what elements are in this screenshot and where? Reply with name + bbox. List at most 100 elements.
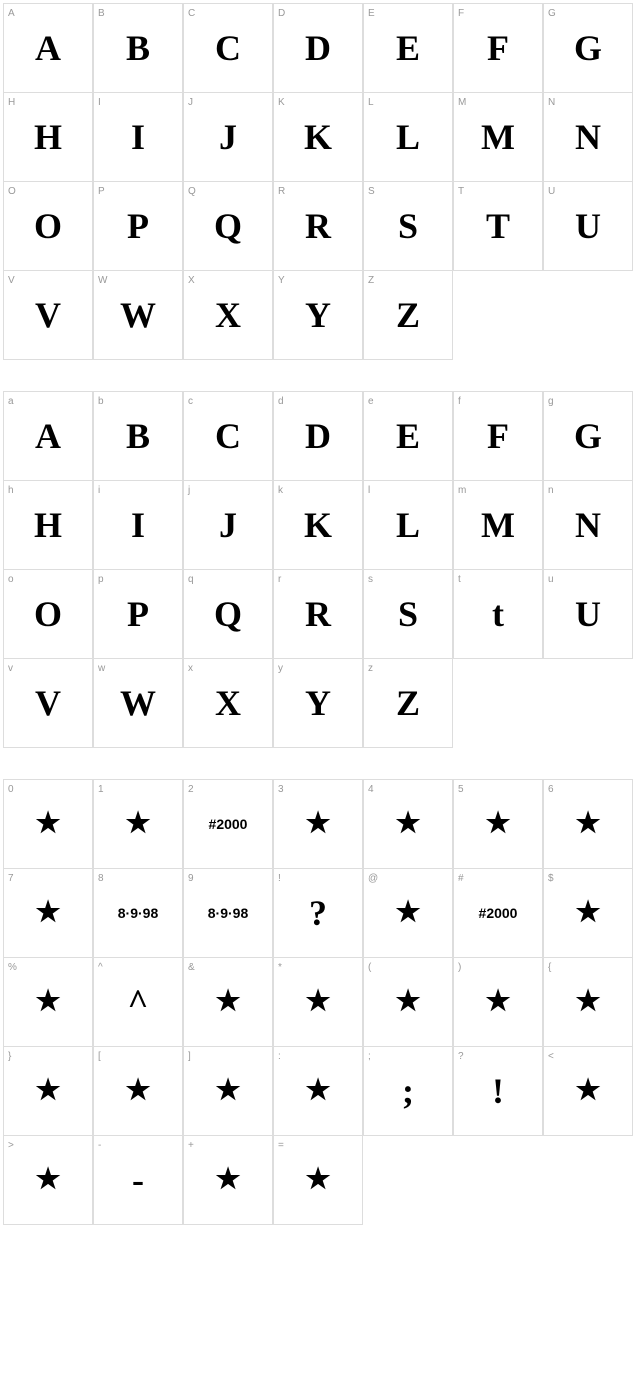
glyph-display: C bbox=[215, 418, 241, 454]
glyph-cell: >★ bbox=[3, 1135, 93, 1225]
glyph-display: ? bbox=[309, 895, 327, 931]
glyph-display: ★ bbox=[35, 1166, 60, 1194]
glyph-display: ★ bbox=[305, 988, 330, 1016]
glyph-cell: gG bbox=[543, 391, 633, 481]
glyph-cell: # #2000 bbox=[453, 868, 543, 958]
glyph-cell: <★ bbox=[543, 1046, 633, 1136]
glyph-display: #2000 bbox=[479, 906, 518, 920]
glyph-cell: uU bbox=[543, 569, 633, 659]
cell-label: g bbox=[548, 396, 554, 407]
glyph-cell: zZ bbox=[363, 658, 453, 748]
glyph-display: V bbox=[35, 685, 61, 721]
glyph-display: ★ bbox=[485, 988, 510, 1016]
glyph-cell: }★ bbox=[3, 1046, 93, 1136]
glyph-cell: eE bbox=[363, 391, 453, 481]
glyph-display: N bbox=[575, 507, 601, 543]
glyph-display: E bbox=[396, 418, 420, 454]
cell-label: C bbox=[188, 8, 195, 19]
glyph-display: M bbox=[481, 507, 515, 543]
glyph-cell: KK bbox=[273, 92, 363, 182]
cell-label: - bbox=[98, 1140, 101, 1151]
glyph-cell: ?! bbox=[453, 1046, 543, 1136]
glyph-display: ★ bbox=[35, 899, 60, 927]
glyph-cell: FF bbox=[453, 3, 543, 93]
glyph-cell: 6★ bbox=[543, 779, 633, 869]
cell-label: < bbox=[548, 1051, 554, 1062]
cell-label: k bbox=[278, 485, 283, 496]
glyph-display: ★ bbox=[395, 810, 420, 838]
glyph-display: W bbox=[120, 297, 156, 333]
cell-label: m bbox=[458, 485, 466, 496]
glyph-display: P bbox=[127, 208, 149, 244]
glyph-cell: ]★ bbox=[183, 1046, 273, 1136]
cell-label: 4 bbox=[368, 784, 374, 795]
glyph-display: D bbox=[305, 30, 331, 66]
cell-label: 3 bbox=[278, 784, 284, 795]
glyph-cell: iI bbox=[93, 480, 183, 570]
cell-label: 9 bbox=[188, 873, 194, 884]
glyph-display: 8·9·98 bbox=[118, 906, 158, 920]
cell-label: r bbox=[278, 574, 281, 585]
glyph-cell: NN bbox=[543, 92, 633, 182]
cell-label: L bbox=[368, 97, 374, 108]
cell-label: A bbox=[8, 8, 15, 19]
glyph-display: ★ bbox=[35, 810, 60, 838]
glyph-cell: VV bbox=[3, 270, 93, 360]
cell-label: 8 bbox=[98, 873, 104, 884]
glyph-display: X bbox=[215, 685, 241, 721]
glyph-display: ★ bbox=[395, 899, 420, 927]
glyph-cell: *★ bbox=[273, 957, 363, 1047]
glyph-cell: =★ bbox=[273, 1135, 363, 1225]
cell-label: Q bbox=[188, 186, 196, 197]
glyph-cell: oO bbox=[3, 569, 93, 659]
glyph-cell: ZZ bbox=[363, 270, 453, 360]
cell-label: ( bbox=[368, 962, 371, 973]
glyph-display: t bbox=[492, 596, 504, 632]
cell-label: ^ bbox=[98, 962, 103, 973]
cell-label: O bbox=[8, 186, 16, 197]
cell-label: # bbox=[458, 873, 464, 884]
cell-label: x bbox=[188, 663, 193, 674]
cell-label: z bbox=[368, 663, 373, 674]
cell-label: M bbox=[458, 97, 466, 108]
glyph-cell: mM bbox=[453, 480, 543, 570]
glyph-display: ^ bbox=[128, 984, 149, 1020]
glyph-display: G bbox=[574, 30, 602, 66]
glyph-display: H bbox=[34, 507, 62, 543]
cell-label: D bbox=[278, 8, 285, 19]
cell-label: j bbox=[188, 485, 190, 496]
glyph-cell: lL bbox=[363, 480, 453, 570]
glyph-cell: [★ bbox=[93, 1046, 183, 1136]
glyph-display: K bbox=[304, 119, 332, 155]
glyph-cell: MM bbox=[453, 92, 543, 182]
cell-label: ? bbox=[458, 1051, 464, 1062]
glyph-cell: TT bbox=[453, 181, 543, 271]
glyph-display: J bbox=[219, 119, 237, 155]
glyph-display: G bbox=[574, 418, 602, 454]
glyph-display: F bbox=[487, 418, 509, 454]
cell-label: 5 bbox=[458, 784, 464, 795]
glyph-cell: GG bbox=[543, 3, 633, 93]
cell-label: u bbox=[548, 574, 554, 585]
glyph-display: X bbox=[215, 297, 241, 333]
glyph-display: ★ bbox=[305, 1166, 330, 1194]
cell-label: X bbox=[188, 275, 195, 286]
glyph-cell: wW bbox=[93, 658, 183, 748]
glyph-display: ★ bbox=[215, 1077, 240, 1105]
glyph-display: K bbox=[304, 507, 332, 543]
cell-label: > bbox=[8, 1140, 14, 1151]
glyph-display: Y bbox=[305, 685, 331, 721]
cell-label: q bbox=[188, 574, 194, 585]
glyph-display: D bbox=[305, 418, 331, 454]
glyph-display: ★ bbox=[485, 810, 510, 838]
glyph-cell: fF bbox=[453, 391, 543, 481]
glyph-cell: (★ bbox=[363, 957, 453, 1047]
glyph-display: O bbox=[34, 208, 62, 244]
glyph-display: ★ bbox=[125, 1077, 150, 1105]
glyph-cell: XX bbox=[183, 270, 273, 360]
glyph-display: ★ bbox=[395, 988, 420, 1016]
cell-label: s bbox=[368, 574, 373, 585]
glyph-display: I bbox=[131, 507, 145, 543]
cell-label: E bbox=[368, 8, 375, 19]
glyph-display: Y bbox=[305, 297, 331, 333]
